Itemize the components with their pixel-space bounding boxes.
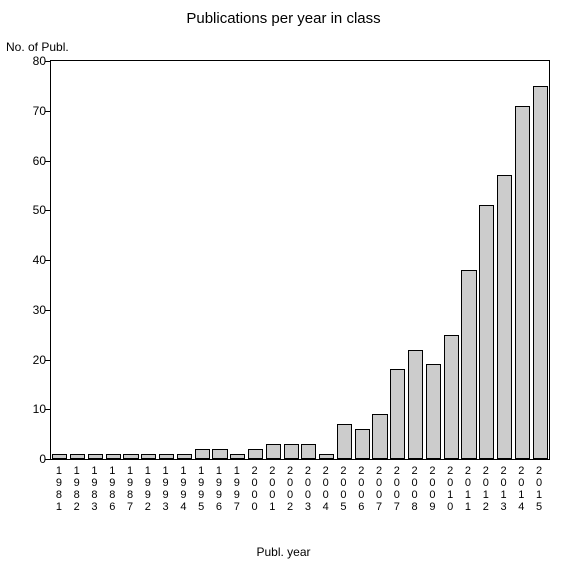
xtick-label: 2014	[516, 465, 526, 513]
xtick-label: 2011	[463, 465, 473, 513]
ytick-label: 40	[22, 253, 46, 267]
bar	[159, 454, 174, 459]
xtick-label: 1993	[161, 465, 171, 513]
bar	[230, 454, 245, 459]
xtick-label: 2006	[356, 465, 366, 513]
xtick-label: 1983	[89, 465, 99, 513]
bar	[408, 350, 423, 459]
xtick-label: 1982	[72, 465, 82, 513]
plot-area	[50, 60, 550, 460]
xtick-label: 1986	[107, 465, 117, 513]
bar	[372, 414, 387, 459]
xtick-label: 2010	[445, 465, 455, 513]
bar	[212, 449, 227, 459]
bar	[319, 454, 334, 459]
xtick-label: 2002	[285, 465, 295, 513]
bar	[426, 364, 441, 459]
xtick-label: 2009	[427, 465, 437, 513]
bar	[70, 454, 85, 459]
bar	[355, 429, 370, 459]
xtick-label: 2007	[374, 465, 384, 513]
xtick-label: 1994	[178, 465, 188, 513]
xtick-label: 2015	[534, 465, 544, 513]
bar	[515, 106, 530, 459]
xtick-label: 2012	[481, 465, 491, 513]
bar	[461, 270, 476, 459]
ytick-label: 20	[22, 353, 46, 367]
xtick-label: 1995	[196, 465, 206, 513]
xtick-label: 2003	[303, 465, 313, 513]
xtick-label: 2004	[321, 465, 331, 513]
xtick-label: 1996	[214, 465, 224, 513]
bar	[337, 424, 352, 459]
xtick-label: 2007	[392, 465, 402, 513]
ytick-label: 60	[22, 154, 46, 168]
bar	[106, 454, 121, 459]
ytick-label: 80	[22, 54, 46, 68]
bar	[52, 454, 67, 459]
bar	[479, 205, 494, 459]
bar	[284, 444, 299, 459]
xtick-label: 1992	[143, 465, 153, 513]
bar	[444, 335, 459, 459]
ytick-label: 10	[22, 402, 46, 416]
xtick-label: 2001	[267, 465, 277, 513]
publications-chart: Publications per year in class No. of Pu…	[0, 0, 567, 567]
bar	[533, 86, 548, 459]
bar	[390, 369, 405, 459]
xtick-label: 2000	[250, 465, 260, 513]
bar	[301, 444, 316, 459]
xtick-label: 1981	[54, 465, 64, 513]
ytick-label: 50	[22, 203, 46, 217]
xtick-label: 2008	[410, 465, 420, 513]
bar	[177, 454, 192, 459]
bar	[266, 444, 281, 459]
xtick-label: 2005	[338, 465, 348, 513]
bar	[141, 454, 156, 459]
bar	[123, 454, 138, 459]
ytick-label: 70	[22, 104, 46, 118]
xtick-label: 1987	[125, 465, 135, 513]
xtick-label: 2013	[499, 465, 509, 513]
x-axis-label: Publ. year	[0, 545, 567, 559]
xtick-label: 1997	[232, 465, 242, 513]
chart-title: Publications per year in class	[0, 10, 567, 27]
ytick-label: 0	[22, 452, 46, 466]
y-axis-label: No. of Publ.	[6, 40, 69, 54]
bar	[248, 449, 263, 459]
bar	[195, 449, 210, 459]
bar	[88, 454, 103, 459]
ytick-label: 30	[22, 303, 46, 317]
bar	[497, 175, 512, 459]
